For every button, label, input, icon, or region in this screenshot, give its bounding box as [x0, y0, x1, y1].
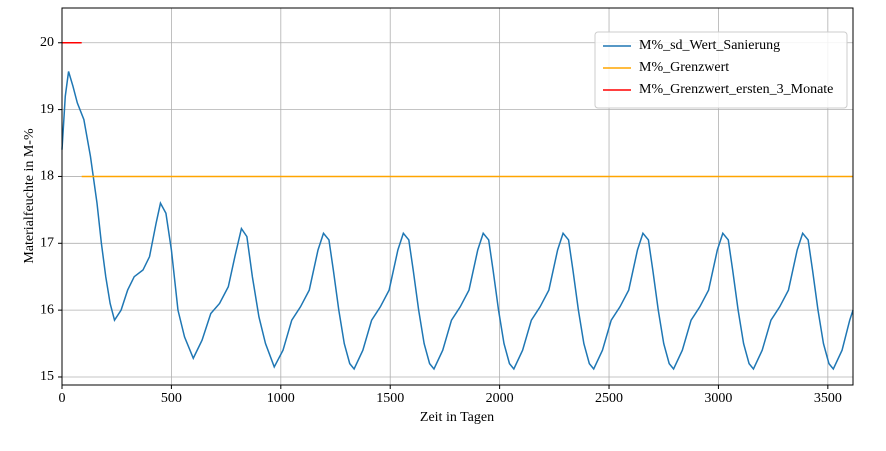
y-axis-label: Materialfeuchte in M-% [22, 128, 37, 264]
x-tick-label: 3500 [814, 391, 842, 406]
y-tick-label: 20 [40, 35, 54, 50]
x-tick-label: 0 [59, 391, 66, 406]
x-tick-label: 500 [161, 391, 182, 406]
y-tick-label: 19 [40, 102, 54, 117]
x-axis-label: Zeit in Tagen [420, 410, 494, 425]
legend-label: M%_sd_Wert_Sanierung [639, 38, 780, 53]
y-tick-label: 17 [40, 236, 54, 251]
data-line [61, 71, 854, 371]
x-tick-label: 2500 [595, 391, 623, 406]
y-tick-label: 15 [40, 369, 54, 384]
legend-label: M%_Grenzwert [639, 60, 729, 75]
y-tick-label: 16 [40, 302, 54, 317]
x-tick-label: 1500 [376, 391, 404, 406]
x-tick-label: 1000 [267, 391, 295, 406]
y-tick-label: 18 [40, 169, 54, 184]
plot-frame [61, 7, 854, 386]
legend-box [594, 31, 848, 109]
x-tick-label: 2000 [486, 391, 514, 406]
legend-label: M%_Grenzwert_ersten_3_Monate [639, 82, 833, 97]
x-tick-label: 3000 [704, 391, 732, 406]
